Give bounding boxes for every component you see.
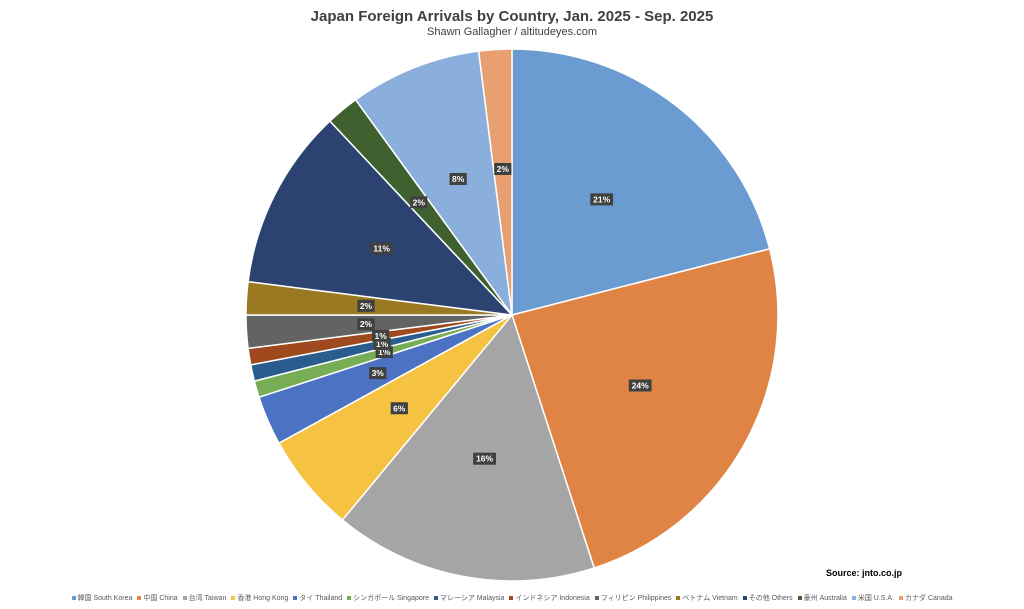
legend-item-0: 韓国 South Korea: [71, 593, 133, 603]
data-label-1: 24%: [628, 379, 652, 392]
pie-slice-2: [341, 313, 596, 582]
legend-item-11: 豪州 Australia: [797, 593, 847, 603]
data-label-2: 16%: [473, 452, 496, 465]
legend-label: 豪州 Australia: [803, 595, 847, 602]
svg-text:1%: 1%: [374, 331, 387, 341]
legend-swatch: [742, 596, 747, 600]
pie-slice-1: [511, 247, 779, 569]
legend-label: 米国 U.S.A.: [857, 595, 895, 602]
legend-item-8: フィリピン Philippines: [594, 593, 672, 603]
svg-text:2%: 2%: [360, 301, 373, 311]
svg-text:16%: 16%: [476, 454, 493, 464]
svg-text:2%: 2%: [360, 319, 373, 329]
pie-slice-0: [511, 48, 771, 316]
legend-label: 韓国 South Korea: [77, 595, 133, 602]
legend-label: その他 Others: [748, 595, 793, 602]
data-label-3: 6%: [390, 402, 408, 415]
svg-text:8%: 8%: [452, 174, 465, 184]
legend-label: カナダ Canada: [905, 595, 953, 602]
legend-item-1: 中国 China: [137, 593, 178, 603]
pie-slice-13: [477, 48, 513, 316]
data-label-8: 2%: [357, 318, 375, 331]
legend-label: シンガポール Singapore: [353, 595, 429, 602]
legend-swatch: [899, 596, 904, 600]
legend-swatch: [231, 596, 236, 600]
legend-swatch: [347, 596, 352, 600]
data-label-11: 2%: [410, 196, 428, 209]
svg-text:24%: 24%: [632, 380, 649, 390]
chart-subtitle: Shawn Gallagher / altitudeyes.com: [427, 26, 597, 38]
legend-label: ベトナム Vietnam: [682, 595, 738, 602]
legend-item-5: シンガポール Singapore: [347, 593, 429, 603]
legend-swatch: [509, 596, 514, 600]
chart-legend: 韓国 South Korea 中国 China 台湾 Taiwan 香港 Hong K…: [0, 593, 1024, 603]
legend-swatch: [433, 596, 438, 600]
legend-item-4: タイ Thailand: [293, 593, 342, 603]
legend-item-12: 米国 U.S.A.: [851, 593, 895, 603]
svg-text:1%: 1%: [376, 339, 389, 349]
legend-item-2: 台湾 Taiwan: [182, 593, 227, 603]
legend-label: インドネシア Indonesia: [515, 595, 590, 602]
legend-swatch: [182, 596, 187, 600]
data-label-7: 1%: [372, 329, 390, 342]
legend-swatch: [293, 596, 298, 600]
legend-item-6: マレーシア Malaysia: [433, 593, 505, 603]
legend-label: 中国 China: [143, 595, 178, 602]
legend-swatch: [137, 596, 142, 600]
legend-swatch: [797, 596, 802, 600]
legend-swatch: [594, 596, 599, 600]
svg-text:2%: 2%: [413, 197, 426, 207]
svg-text:21%: 21%: [593, 194, 610, 204]
data-label-4: 3%: [369, 367, 387, 380]
data-label-10: 11%: [370, 242, 394, 255]
svg-text:6%: 6%: [393, 403, 406, 413]
legend-item-9: ベトナム Vietnam: [676, 593, 738, 603]
legend-item-3: 香港 Hong Kong: [231, 593, 288, 603]
legend-swatch: [676, 596, 681, 600]
legend-label: タイ Thailand: [299, 595, 343, 602]
data-label-9: 2%: [357, 299, 375, 312]
svg-text:3%: 3%: [372, 368, 385, 378]
legend-item-10: その他 Others: [742, 593, 793, 603]
source-note: Source: jnto.co.jp: [826, 568, 903, 578]
legend-swatch: [851, 596, 856, 600]
legend-label: 香港 Hong Kong: [237, 595, 289, 602]
svg-text:2%: 2%: [497, 164, 510, 174]
data-label-13: 2%: [494, 162, 512, 175]
svg-text:1%: 1%: [378, 347, 391, 357]
data-label-0: 21%: [590, 193, 614, 206]
data-label-12: 8%: [449, 172, 467, 185]
chart-title: Japan Foreign Arrivals by Country, Jan. …: [310, 8, 714, 25]
legend-swatch: [71, 596, 76, 600]
legend-item-13: カナダ Canada: [899, 593, 953, 603]
legend-label: マレーシア Malaysia: [439, 595, 505, 602]
pie-slice-10: [247, 120, 514, 317]
legend-item-7: インドネシア Indonesia: [509, 593, 590, 603]
pie-slice-12: [354, 50, 513, 316]
legend-label: フィリピン Philippines: [600, 595, 672, 602]
svg-text:11%: 11%: [373, 244, 390, 254]
legend-label: 台湾 Taiwan: [188, 595, 227, 602]
